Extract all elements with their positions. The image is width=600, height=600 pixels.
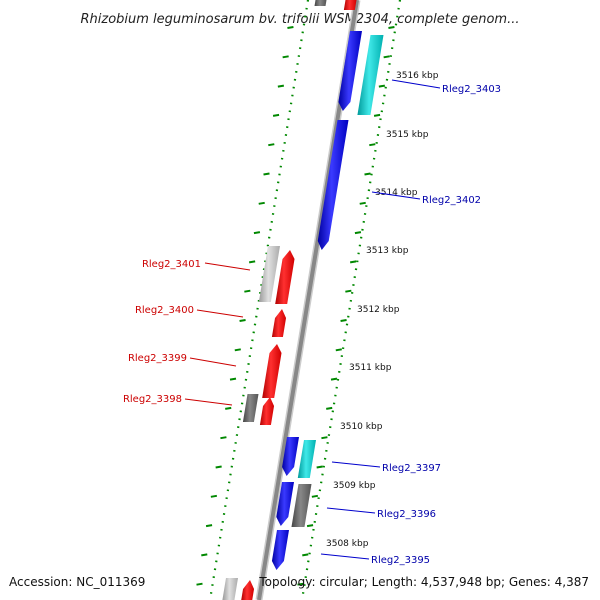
kbp-label: 3511 kbp [349, 363, 392, 373]
accession-text: Accession: NC_011369 [9, 575, 145, 589]
kbp-label: 3515 kbp [386, 130, 429, 140]
gene-feature-arrow[interactable] [275, 250, 295, 304]
gene-feature-arrow[interactable] [314, 0, 327, 6]
map-title: Rhizobium leguminosarum bv. trifolii WSM… [81, 12, 520, 27]
gene-label[interactable]: Rleg2_3397 [382, 463, 441, 474]
gene-feature-arrow[interactable] [271, 530, 289, 570]
gene-features [222, 0, 384, 600]
gene-feature-arrow[interactable] [241, 580, 255, 600]
gene-label[interactable]: Rleg2_3403 [442, 84, 501, 95]
gene-feature-arrow[interactable] [317, 120, 349, 250]
gene-label[interactable]: Rleg2_3402 [422, 195, 481, 206]
gene-feature-arrow[interactable] [222, 578, 238, 600]
gene-feature-arrow[interactable] [258, 246, 280, 302]
gene-feature-arrow[interactable] [259, 397, 275, 425]
gene-feature-arrow[interactable] [338, 31, 362, 111]
gene-label-leaders [184, 79, 441, 560]
gene-feature-arrow[interactable] [271, 309, 287, 337]
gene-labels: Rleg2_3403 Rleg2_3402 Rleg2_3401 Rleg2_3… [123, 84, 501, 566]
gene-label[interactable]: Rleg2_3395 [371, 555, 430, 566]
gene-feature-arrow[interactable] [262, 344, 282, 398]
kbp-label: 3509 kbp [333, 481, 376, 491]
kbp-label: 3516 kbp [396, 71, 439, 81]
gene-feature-arrow[interactable] [343, 0, 357, 10]
kbp-scale: 3516 kbp 3515 kbp 3514 kbp 3513 kbp 3512… [326, 71, 439, 549]
kbp-label: 3508 kbp [326, 539, 369, 549]
gene-feature-arrow[interactable] [276, 482, 294, 526]
scale-ticks [196, 26, 395, 586]
gene-feature-arrow[interactable] [242, 394, 259, 422]
gene-label[interactable]: Rleg2_3401 [142, 259, 201, 270]
gene-label[interactable]: Rleg2_3400 [135, 305, 194, 316]
kbp-label: 3510 kbp [340, 422, 383, 432]
gene-feature-arrow[interactable] [291, 484, 312, 527]
gene-feature-arrow[interactable] [357, 35, 384, 115]
kbp-label: 3513 kbp [366, 246, 409, 256]
gene-feature-arrow[interactable] [282, 437, 299, 476]
topology-summary: Topology: circular; Length: 4,537,948 bp… [258, 575, 589, 589]
gene-feature-arrow[interactable] [297, 440, 316, 478]
gene-label[interactable]: Rleg2_3399 [128, 353, 187, 364]
gene-label[interactable]: Rleg2_3398 [123, 394, 182, 405]
kbp-label: 3512 kbp [357, 305, 400, 315]
gene-label[interactable]: Rleg2_3396 [377, 509, 436, 520]
kbp-label: 3514 kbp [375, 188, 418, 198]
